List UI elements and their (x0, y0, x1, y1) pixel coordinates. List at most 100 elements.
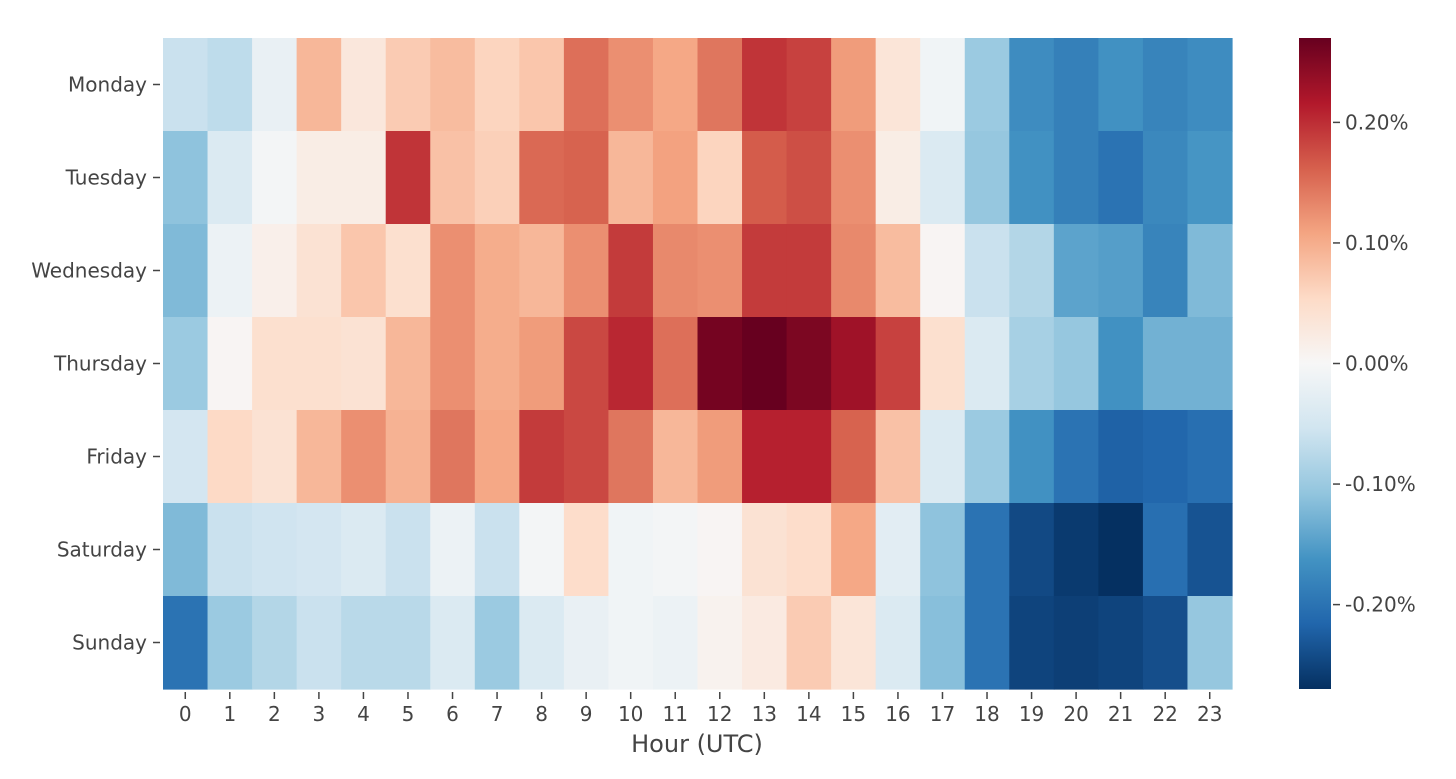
heatmap-cell (207, 503, 253, 597)
x-tick-label: 1 (223, 702, 236, 726)
heatmap-cell (1009, 317, 1055, 411)
heatmap-cell (474, 596, 520, 690)
heatmap-cell (474, 317, 520, 411)
heatmap-cell (742, 596, 788, 690)
heatmap-cell (742, 503, 788, 597)
heatmap-cell (697, 224, 743, 318)
heatmap-cell (163, 131, 209, 225)
heatmap-cells (163, 38, 1233, 690)
heatmap-cell (207, 38, 253, 132)
heatmap-cell (786, 131, 832, 225)
heatmap-cell (1187, 131, 1233, 225)
heatmap-cell (875, 38, 921, 132)
heatmap-cell (1098, 596, 1144, 690)
heatmap-cell (652, 131, 699, 225)
heatmap-cell (875, 596, 921, 690)
heatmap-cell (385, 503, 431, 597)
heatmap-cell (875, 317, 921, 411)
heatmap-cell (1098, 317, 1144, 411)
heatmap-cell (519, 38, 565, 132)
heatmap-cell (519, 131, 565, 225)
heatmap-cell (385, 410, 431, 504)
x-tick-label: 5 (402, 702, 415, 726)
heatmap-cell (652, 317, 699, 411)
heatmap-cell (920, 410, 966, 504)
heatmap-cell (1009, 38, 1055, 132)
heatmap-cell (652, 503, 699, 597)
heatmap-cell (341, 131, 387, 225)
heatmap-cell (742, 131, 788, 225)
heatmap-cell (1053, 317, 1099, 411)
heatmap-cell (296, 596, 342, 690)
x-tick-label: 2 (268, 702, 281, 726)
heatmap-cell (964, 131, 1010, 225)
heatmap-cell (1009, 224, 1055, 318)
heatmap-cell (1098, 38, 1144, 132)
y-tick-label: Sunday (72, 631, 147, 655)
heatmap-cell (786, 503, 832, 597)
heatmap-cell (385, 131, 431, 225)
heatmap-cell (1053, 38, 1099, 132)
heatmap-cell (1098, 503, 1144, 597)
heatmap-cell (341, 596, 387, 690)
x-tick-label: 8 (535, 702, 548, 726)
heatmap-cell (1009, 410, 1055, 504)
heatmap-cell (920, 503, 966, 597)
heatmap-cell (252, 503, 298, 597)
heatmap-cell (831, 503, 877, 597)
colorbar-tick-label: -0.20% (1345, 593, 1416, 617)
heatmap-cell (875, 410, 921, 504)
heatmap-cell (296, 317, 342, 411)
heatmap-cell (474, 503, 520, 597)
heatmap-cell (385, 224, 431, 318)
heatmap-cell (1053, 131, 1099, 225)
heatmap-cell (920, 131, 966, 225)
heatmap-cell (563, 317, 610, 411)
y-tick-label: Thursday (53, 352, 147, 376)
heatmap-cell (697, 410, 743, 504)
heatmap-cell (252, 38, 298, 132)
heatmap-cell (163, 596, 209, 690)
heatmap-cell (920, 38, 966, 132)
heatmap-cell (964, 410, 1010, 504)
heatmap-cell (831, 317, 877, 411)
heatmap-cell (697, 317, 743, 411)
heatmap-cell (1009, 596, 1055, 690)
heatmap-cell (563, 38, 610, 132)
heatmap-cell (474, 224, 520, 318)
heatmap-cell (1187, 410, 1233, 504)
heatmap-cell (252, 131, 298, 225)
heatmap-cell (964, 596, 1010, 690)
x-tick-label: 4 (357, 702, 370, 726)
heatmap-cell (563, 503, 610, 597)
heatmap-cell (1142, 131, 1189, 225)
heatmap-cell (1187, 596, 1233, 690)
heatmap-cell (563, 410, 610, 504)
heatmap-cell (1142, 224, 1189, 318)
heatmap-cell (430, 38, 476, 132)
heatmap-cell (831, 131, 877, 225)
colorbar-tick-label: -0.10% (1345, 472, 1416, 496)
y-tick-labels: Monday Tuesday Wednesday Thursday Friday Satu… (31, 73, 160, 655)
heatmap-cell (296, 38, 342, 132)
heatmap-cell (1053, 596, 1099, 690)
heatmap-cell (1009, 503, 1055, 597)
y-tick-label: Monday (68, 73, 147, 97)
x-tick-label: 11 (663, 702, 688, 726)
heatmap-cell (1187, 38, 1233, 132)
heatmap-cell (875, 131, 921, 225)
heatmap-cell (207, 317, 253, 411)
heatmap-cell (207, 596, 253, 690)
heatmap-cell (697, 38, 743, 132)
heatmap-cell (563, 596, 610, 690)
heatmap-cell (385, 38, 431, 132)
colorbar: 0.20% 0.10% 0.00% -0.10% -0.20% (1299, 38, 1416, 689)
heatmap-cell (875, 503, 921, 597)
colorbar-tick-label: 0.20% (1345, 110, 1409, 134)
x-tick-label: 20 (1063, 702, 1088, 726)
heatmap-cell (742, 410, 788, 504)
heatmap-cell (519, 596, 565, 690)
heatmap-cell (742, 224, 788, 318)
heatmap-cell (652, 596, 699, 690)
